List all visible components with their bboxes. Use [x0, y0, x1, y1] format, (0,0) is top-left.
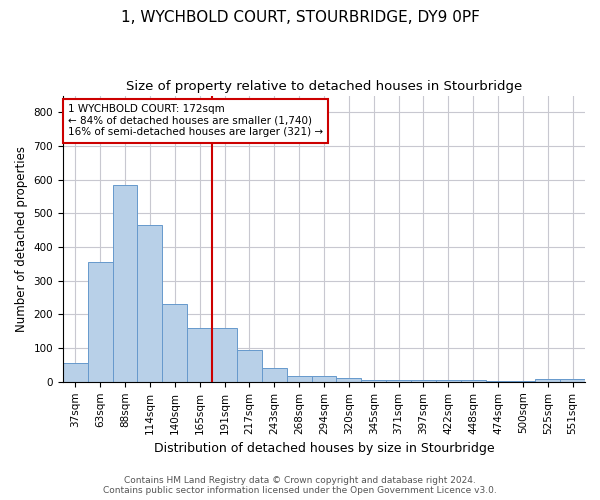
Bar — [535, 379, 560, 382]
Bar — [88, 262, 113, 382]
Bar — [237, 350, 262, 382]
Bar — [137, 225, 163, 382]
Bar — [337, 378, 361, 382]
Bar — [436, 380, 461, 382]
Bar — [163, 304, 187, 382]
Bar — [361, 380, 386, 382]
Bar — [63, 364, 88, 382]
Bar — [511, 381, 535, 382]
Bar — [386, 380, 411, 382]
Bar — [311, 376, 337, 382]
Bar — [411, 380, 436, 382]
X-axis label: Distribution of detached houses by size in Stourbridge: Distribution of detached houses by size … — [154, 442, 494, 455]
Text: Contains HM Land Registry data © Crown copyright and database right 2024.
Contai: Contains HM Land Registry data © Crown c… — [103, 476, 497, 495]
Bar — [560, 379, 585, 382]
Bar — [212, 328, 237, 382]
Title: Size of property relative to detached houses in Stourbridge: Size of property relative to detached ho… — [126, 80, 522, 93]
Bar — [287, 376, 311, 382]
Text: 1 WYCHBOLD COURT: 172sqm
← 84% of detached houses are smaller (1,740)
16% of sem: 1 WYCHBOLD COURT: 172sqm ← 84% of detach… — [68, 104, 323, 138]
Bar — [113, 185, 137, 382]
Text: 1, WYCHBOLD COURT, STOURBRIDGE, DY9 0PF: 1, WYCHBOLD COURT, STOURBRIDGE, DY9 0PF — [121, 10, 479, 25]
Y-axis label: Number of detached properties: Number of detached properties — [15, 146, 28, 332]
Bar — [262, 368, 287, 382]
Bar — [485, 381, 511, 382]
Bar — [461, 380, 485, 382]
Bar — [187, 328, 212, 382]
